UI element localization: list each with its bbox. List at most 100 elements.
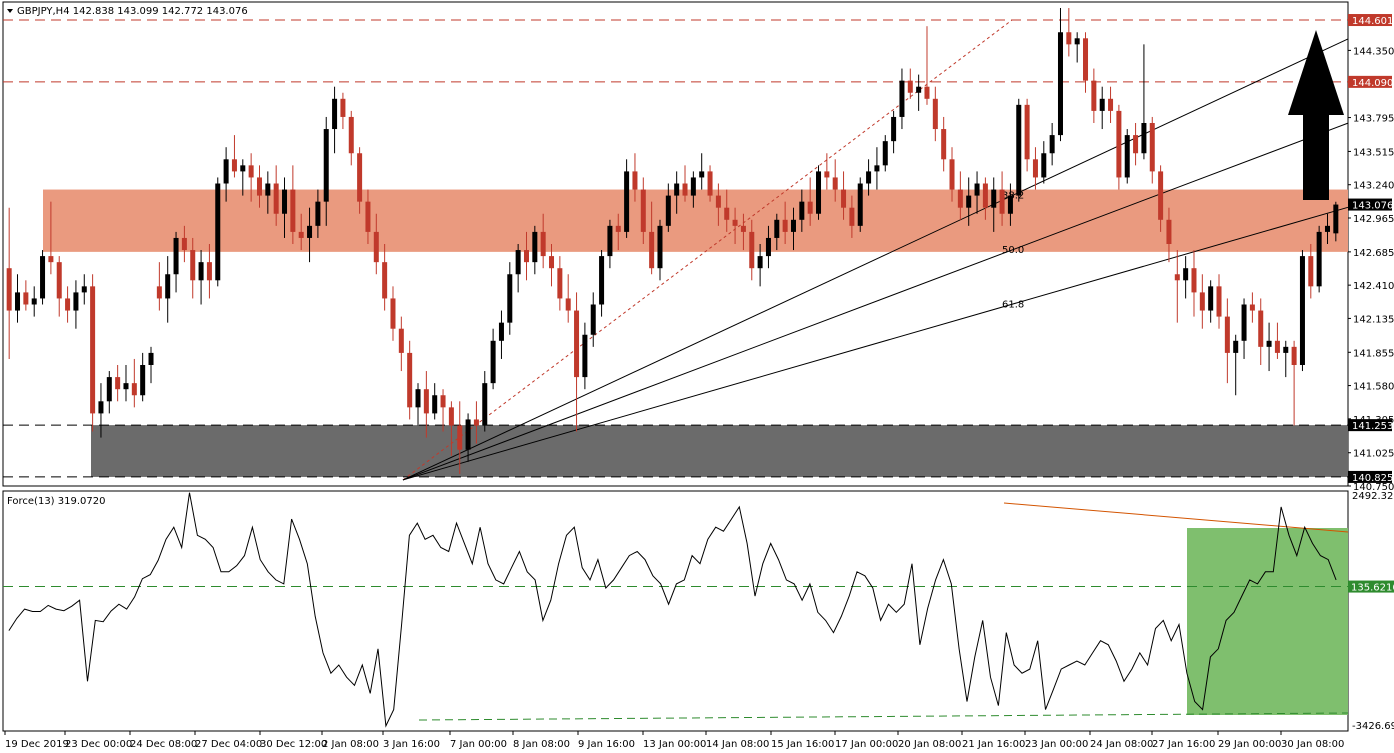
candle-body <box>1174 274 1180 281</box>
time-tick-label: 7 Jan 00:00 <box>450 739 507 750</box>
candle-body <box>532 231 538 263</box>
support-zone <box>91 425 1348 477</box>
candle-body <box>832 177 838 190</box>
candle-body <box>615 225 621 232</box>
price-axis: 144.601 144.350 144.090 143.795 143.515 143.2… <box>1348 14 1394 493</box>
candle-body <box>1258 310 1264 347</box>
force-line <box>8 492 1337 728</box>
price-tick-label: 143.795 <box>1353 114 1394 125</box>
candle-body <box>373 231 379 263</box>
resistance-zone <box>43 189 1348 252</box>
candle-body <box>957 189 963 208</box>
candle-body <box>790 219 796 232</box>
candle-body <box>198 262 204 281</box>
symbol-ohlc-line: GBPJPY,H4 142.838 143.099 142.772 143.07… <box>17 6 248 17</box>
price-label-141.253: 141.253 <box>1348 419 1393 432</box>
candle-body <box>507 274 513 323</box>
time-tick-label: 15 Jan 16:00 <box>771 739 834 750</box>
candle-body <box>749 231 755 269</box>
candle-body <box>515 250 521 275</box>
price-label-text: 144.601 <box>1352 16 1393 27</box>
candle-body <box>707 171 713 196</box>
force-panel <box>2 490 1349 732</box>
candle-body <box>365 201 371 232</box>
candle-body <box>123 383 129 390</box>
candle-body <box>382 262 388 299</box>
candle-body <box>1041 153 1047 178</box>
force-label-135.6216: 135.6216 <box>1348 580 1394 594</box>
fib-fan-line-38.2 <box>402 38 1349 481</box>
candle-body <box>841 189 847 208</box>
price-label-bg <box>1348 14 1392 27</box>
candle-body <box>1099 98 1105 111</box>
candle-body <box>415 389 421 408</box>
candle-body <box>432 395 438 414</box>
price-tick-label: 142.965 <box>1353 214 1394 225</box>
candle-body <box>1083 38 1089 81</box>
candle-body <box>307 225 313 238</box>
price-zones <box>43 189 1348 477</box>
candle-body <box>682 183 688 196</box>
candle-body <box>423 389 429 414</box>
candle-body <box>782 219 788 232</box>
time-tick-label: 2 Jan 08:00 <box>322 739 379 750</box>
price-tick-label: 142.410 <box>1353 281 1394 292</box>
candle-body <box>1016 104 1022 196</box>
time-tick-label: 9 Jan 16:00 <box>578 739 635 750</box>
candle-body <box>1074 38 1080 45</box>
candle-body <box>273 183 279 214</box>
candle-body <box>1183 268 1189 281</box>
candle-body <box>231 159 237 172</box>
candle-body <box>1291 346 1297 365</box>
candle-body <box>891 116 897 142</box>
candle-body <box>73 292 79 311</box>
candle-body <box>949 159 955 190</box>
candle-body <box>857 183 863 226</box>
candle-body <box>924 86 930 99</box>
price-label-144.601: 144.601 <box>1348 14 1393 27</box>
candlestick-series <box>6 8 1339 474</box>
dropdown-triangle-icon[interactable] <box>7 9 13 13</box>
candle-body <box>991 189 997 208</box>
fibonacci-fan: 38.2 50.0 61.8 <box>402 19 1349 481</box>
candle-body <box>332 98 338 130</box>
candle-body <box>248 165 254 178</box>
candle-body <box>1299 256 1305 365</box>
candle-body <box>81 286 87 293</box>
candle-body <box>1057 32 1063 136</box>
candle-body <box>1324 225 1330 232</box>
price-tick-label: 142.685 <box>1353 248 1394 259</box>
time-tick-label: 14 Jan 08:00 <box>706 739 769 750</box>
candle-body <box>1091 80 1097 111</box>
time-tick-label: 23 Dec 00:00 <box>65 739 132 750</box>
time-tick-label: 23 Jan 00:00 <box>1025 739 1088 750</box>
fib-label: 38.2 <box>1002 191 1024 202</box>
candle-body <box>774 219 780 238</box>
candle-body <box>816 171 822 214</box>
candle-body <box>1158 171 1164 220</box>
candle-body <box>824 171 830 178</box>
candle-body <box>1283 346 1289 353</box>
candle-body <box>490 340 496 384</box>
force-series <box>8 492 1337 728</box>
candle-body <box>1024 104 1030 160</box>
candle-body <box>574 310 580 378</box>
candle-body <box>1316 231 1322 287</box>
candle-body <box>131 383 137 396</box>
candle-body <box>665 195 671 226</box>
candle-body <box>106 377 112 402</box>
price-levels <box>3 19 1348 478</box>
candle-body <box>632 171 638 190</box>
candle-body <box>98 401 104 414</box>
arrow-shape <box>1288 30 1344 200</box>
candle-body <box>390 298 396 329</box>
candle-body <box>1233 340 1239 353</box>
time-tick-label: 20 Jan 08:00 <box>898 739 961 750</box>
candle-body <box>31 298 37 305</box>
time-tick-label: 3 Jan 16:00 <box>383 739 440 750</box>
price-tick-label: 143.515 <box>1353 147 1394 158</box>
candle-body <box>874 165 880 172</box>
candle-body <box>15 292 21 311</box>
price-label-text: 140.825 <box>1352 473 1393 484</box>
candle-body <box>465 419 471 450</box>
